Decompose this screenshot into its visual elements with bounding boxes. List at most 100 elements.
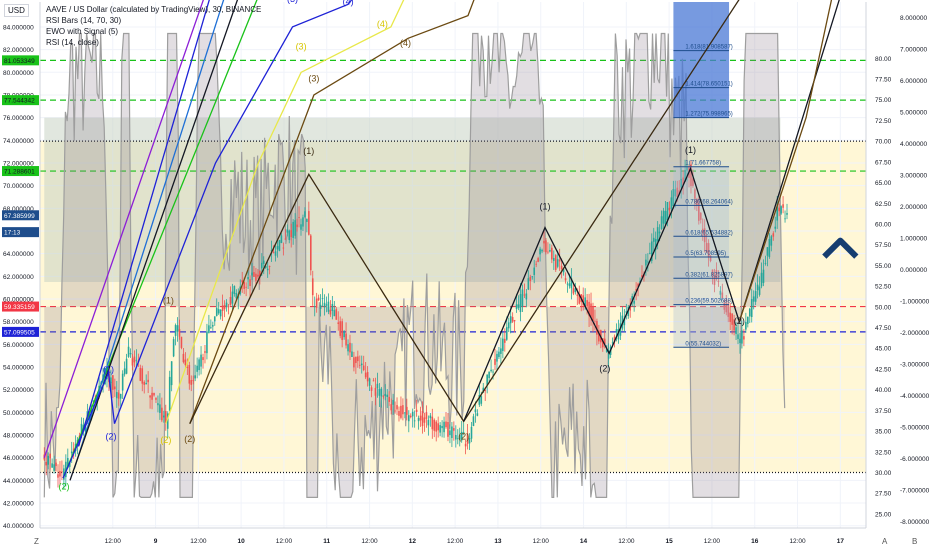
candle-body bbox=[292, 221, 294, 238]
candle-body bbox=[394, 410, 396, 412]
price-tick-label: 52.000000 bbox=[3, 387, 34, 394]
candle-body bbox=[337, 322, 340, 324]
candle-body bbox=[778, 207, 780, 212]
candle-body bbox=[321, 298, 324, 299]
candle-body bbox=[51, 463, 53, 468]
candle-body bbox=[447, 421, 449, 437]
candle-body bbox=[123, 368, 126, 375]
candle-body bbox=[707, 243, 710, 258]
elliott-wave-line bbox=[165, 0, 405, 424]
time-tick-label: 12:00 bbox=[105, 538, 122, 545]
fib-level-label: 0.5(63.708595) bbox=[685, 251, 726, 257]
price-label-text: 17:13 bbox=[4, 230, 21, 237]
candle-body bbox=[451, 426, 453, 439]
candle-body bbox=[241, 280, 244, 283]
candle-body bbox=[666, 202, 669, 221]
wave-label: (2) bbox=[599, 364, 610, 374]
candle-body bbox=[601, 338, 604, 348]
price-tick-label: 80.000000 bbox=[3, 70, 34, 77]
candle-body bbox=[535, 263, 537, 265]
candle-body bbox=[315, 298, 318, 308]
candle-body bbox=[343, 331, 345, 338]
rsi-tick-label: 57.50 bbox=[875, 242, 892, 249]
candle-body bbox=[143, 381, 146, 385]
price-label-text: 67.385999 bbox=[4, 213, 35, 220]
candle-body bbox=[752, 296, 755, 302]
candle-body bbox=[656, 227, 659, 242]
candle-body bbox=[439, 425, 441, 433]
price-label-box bbox=[2, 210, 39, 221]
candle-body bbox=[302, 217, 304, 227]
wave-label: (3) bbox=[296, 42, 307, 52]
candle-body bbox=[776, 206, 779, 221]
candle-body bbox=[159, 404, 161, 413]
candle-body bbox=[133, 356, 136, 363]
price-tick-label: 76.000000 bbox=[3, 115, 34, 122]
candle-body bbox=[198, 359, 200, 371]
wave-label: (2) bbox=[184, 434, 195, 444]
indicator-ewo[interactable]: EWO with Signal (5) bbox=[46, 27, 119, 36]
candle-body bbox=[784, 218, 786, 220]
candle-body bbox=[194, 375, 196, 379]
candle-body bbox=[747, 316, 749, 324]
candle-body bbox=[531, 276, 534, 278]
candle-body bbox=[478, 394, 481, 405]
candle-body bbox=[498, 351, 500, 358]
candle-body bbox=[110, 377, 112, 384]
candle-body bbox=[674, 189, 677, 197]
rsi-tick-label: 60.00 bbox=[875, 221, 892, 228]
symbol-title[interactable]: AAVE / US Dollar (calculated by TradingV… bbox=[46, 5, 262, 14]
candle-body bbox=[519, 294, 522, 313]
wave-label: (3) bbox=[308, 73, 319, 83]
candle-body bbox=[466, 433, 469, 444]
candle-body bbox=[484, 390, 487, 392]
candle-body bbox=[500, 348, 502, 354]
candle-body bbox=[696, 199, 698, 206]
log-scale-icon[interactable]: B bbox=[912, 537, 918, 546]
rsi-tick-label: 70.00 bbox=[875, 139, 892, 146]
candle-body bbox=[245, 286, 247, 288]
candle-body bbox=[141, 368, 144, 384]
currency-button[interactable]: USD bbox=[4, 4, 29, 17]
indicator-rsi[interactable]: RSI (14, close) bbox=[46, 38, 99, 47]
candle-body bbox=[680, 178, 682, 188]
candle-body bbox=[188, 364, 191, 384]
price-tick-label: 62.000000 bbox=[3, 274, 34, 281]
candle-body bbox=[431, 416, 434, 430]
time-tick-label: 13 bbox=[494, 538, 502, 545]
candle-body bbox=[474, 409, 477, 413]
candle-body bbox=[157, 403, 159, 406]
auto-scale-icon[interactable]: A bbox=[882, 537, 888, 546]
indicator-rsi-bars[interactable]: RSI Bars (14, 70, 30) bbox=[46, 16, 122, 25]
candle-body bbox=[347, 344, 349, 352]
candle-body bbox=[380, 388, 383, 397]
candle-body bbox=[280, 235, 283, 244]
candle-body bbox=[351, 351, 353, 357]
candle-body bbox=[317, 297, 320, 301]
elliott-wave-line bbox=[77, 0, 210, 447]
candle-body bbox=[570, 278, 573, 289]
candle-body bbox=[376, 383, 379, 389]
timezone-icon[interactable]: Z bbox=[34, 537, 39, 546]
candle-body bbox=[63, 468, 65, 480]
candle-body bbox=[578, 294, 581, 304]
candle-body bbox=[272, 252, 275, 254]
fib-level-label: 0.786(68.264064) bbox=[685, 199, 732, 205]
candle-body bbox=[719, 290, 722, 295]
candle-body bbox=[319, 304, 322, 309]
ewo-tick-label: 1.000000 bbox=[900, 236, 927, 243]
price-tick-label: 42.000000 bbox=[3, 501, 34, 508]
fib-level-label: 0.236(59.502688) bbox=[685, 299, 732, 305]
price-label-box bbox=[2, 326, 39, 337]
wave-label: (1) bbox=[540, 201, 551, 211]
candle-body bbox=[549, 249, 551, 252]
candle-body bbox=[349, 342, 351, 353]
candle-body bbox=[411, 411, 414, 417]
candle-body bbox=[715, 270, 718, 279]
candle-body bbox=[274, 251, 277, 256]
candle-body bbox=[147, 379, 149, 383]
candle-body bbox=[764, 263, 767, 264]
candle-body bbox=[564, 278, 567, 281]
